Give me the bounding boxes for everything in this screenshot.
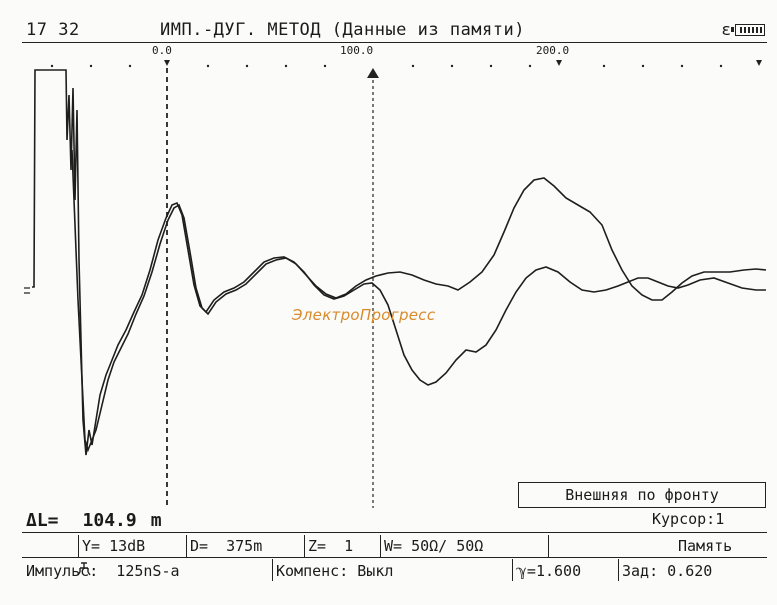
clock-time: 17 32 bbox=[26, 20, 80, 40]
delta-length-label: ΔL= bbox=[26, 510, 59, 531]
scale-marker-200 bbox=[556, 60, 562, 66]
delta-length-readout: ΔL= 104.9 m bbox=[26, 510, 162, 531]
status-bar: Импульс: 125nS-a Компенс: Выкл ℽ=1.600 З… bbox=[22, 559, 767, 583]
params-top-divider bbox=[22, 532, 767, 533]
memory-field[interactable]: Память bbox=[678, 537, 733, 555]
scale-end-marker bbox=[756, 60, 762, 66]
cursor-arrow-icon bbox=[367, 68, 379, 78]
range-field[interactable]: D= 375m bbox=[186, 535, 306, 557]
cursor-indicator[interactable]: Курсор:1 bbox=[652, 510, 725, 528]
trace-measured bbox=[71, 149, 767, 453]
watermark-logo: ЭлектроПрогресс bbox=[292, 306, 436, 324]
wave-icon[interactable] bbox=[42, 535, 91, 576]
scale-dots bbox=[50, 64, 723, 68]
y-axis-marker bbox=[24, 287, 30, 294]
battery-icon bbox=[731, 24, 765, 36]
scale-tick-label-100: 100.0 bbox=[340, 44, 374, 57]
trace-reference bbox=[32, 69, 766, 456]
battery-symbol: ε bbox=[721, 20, 731, 39]
compensation-field[interactable]: Компенс: Выкл bbox=[272, 559, 512, 581]
zoom-field[interactable]: Z= 1 bbox=[304, 535, 382, 557]
reflectogram-plot[interactable] bbox=[0, 0, 777, 592]
trigger-mode-button[interactable]: Внешняя по фронту bbox=[518, 482, 766, 508]
scale-marker-0 bbox=[164, 60, 170, 66]
impedance-field[interactable]: W= 50Ω/ 50Ω bbox=[380, 535, 550, 557]
header-bar: 17 32 ИМП.-ДУГ. МЕТОД (Данные из памяти) bbox=[26, 20, 766, 44]
header-divider bbox=[22, 42, 767, 43]
parameter-bar: Y= 13dB D= 375m Z= 1 W= 50Ω/ 50Ω Память bbox=[22, 535, 767, 576]
scale-tick-label-0: 0.0 bbox=[152, 44, 172, 57]
params-bottom-divider bbox=[22, 557, 767, 558]
delay-field[interactable]: Зад: 0.620 bbox=[618, 559, 768, 581]
gain-field[interactable]: Y= 13dB bbox=[78, 535, 188, 557]
delta-length-value: 104.9 bbox=[82, 510, 137, 531]
velocity-field[interactable]: ℽ=1.600 bbox=[512, 559, 620, 581]
pulse-field[interactable]: Импульс: 125nS-a bbox=[26, 562, 180, 580]
delta-length-unit: m bbox=[150, 510, 162, 531]
screen-title: ИМП.-ДУГ. МЕТОД (Данные из памяти) bbox=[160, 20, 525, 40]
param-separator bbox=[548, 535, 553, 557]
scale-tick-label-200: 200.0 bbox=[536, 44, 570, 57]
